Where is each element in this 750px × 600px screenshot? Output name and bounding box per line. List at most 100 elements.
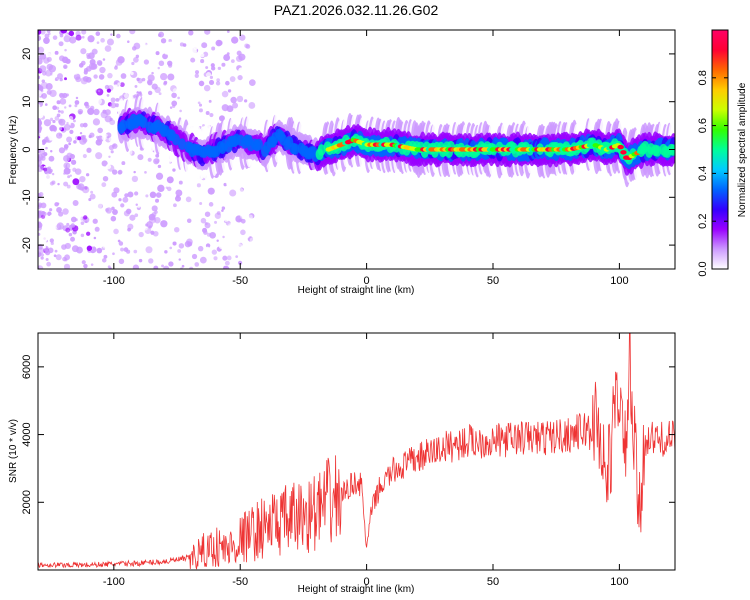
noise-blob [323, 225, 330, 233]
noise-blob [143, 225, 148, 231]
noise-blob [94, 163, 100, 169]
noise-blob [85, 101, 89, 106]
noise-blob [86, 52, 90, 57]
noise-blob [68, 142, 72, 146]
noise-blob [63, 167, 71, 175]
noise-blob [208, 79, 215, 86]
noise-blob [108, 137, 114, 142]
noise-blob [115, 97, 120, 102]
noise-blob [40, 30, 46, 35]
noise-blob [88, 52, 95, 60]
noise-blob [171, 100, 178, 107]
noise-blob [57, 73, 63, 80]
noise-blob [102, 58, 106, 61]
noise-blob [285, 246, 290, 251]
noise-blob [230, 96, 237, 104]
noise-blob [78, 194, 83, 199]
noise-blob [300, 206, 308, 213]
spectrogram-y-label: Frequency (Hz) [8, 116, 19, 185]
noise-blob [114, 157, 120, 162]
noise-blob [87, 95, 94, 103]
noise-blob [38, 176, 45, 182]
noise-blob [177, 249, 182, 253]
noise-blob [304, 201, 310, 207]
noise-blob [213, 92, 219, 98]
noise-blob [123, 210, 130, 217]
noise-blob [324, 237, 331, 244]
noise-blob [69, 129, 74, 134]
noise-blob [94, 190, 98, 194]
noise-blob [242, 243, 247, 248]
noise-blob [288, 220, 294, 226]
noise-blob [246, 235, 250, 239]
noise-blob [59, 33, 64, 38]
noise-blob [137, 154, 144, 161]
noise-blob [229, 189, 237, 197]
noise-blob [138, 40, 143, 44]
noise-blob [178, 258, 181, 261]
noise-blob [50, 130, 56, 135]
noise-blob [253, 220, 257, 225]
noise-blob [238, 260, 243, 265]
noise-blob [200, 217, 207, 224]
noise-blob [157, 95, 165, 103]
snr-y-tick-label: 2000 [21, 490, 33, 514]
noise-blob [158, 92, 162, 96]
noise-blob [110, 102, 117, 109]
noise-blob [66, 136, 73, 143]
noise-blob [238, 218, 241, 222]
noise-blob [51, 141, 54, 144]
chart-title: PAZ1.2026.032.11.26.G02 [274, 2, 439, 18]
noise-blob [69, 36, 77, 44]
noise-blob [52, 72, 58, 78]
noise-blob [38, 107, 42, 113]
noise-blob [108, 145, 115, 151]
noise-blob [112, 252, 115, 256]
noise-blob [168, 63, 173, 68]
noise-blob [221, 83, 225, 87]
noise-blob [209, 75, 214, 80]
noise-blob [321, 216, 326, 221]
noise-blob [224, 260, 230, 266]
noise-blob [153, 265, 159, 269]
noise-blob [251, 231, 258, 239]
noise-blob [77, 136, 82, 141]
noise-blob [50, 126, 54, 130]
noise-blob [39, 65, 47, 73]
noise-blob [167, 73, 175, 81]
noise-blob [198, 103, 203, 107]
noise-blob [48, 155, 55, 162]
noise-blob [248, 102, 256, 109]
noise-blob [40, 155, 46, 161]
noise-blob [237, 74, 243, 81]
noise-blob [92, 118, 101, 126]
ridge-blob [291, 143, 300, 155]
noise-blob [225, 181, 231, 186]
noise-blob [234, 224, 240, 230]
noise-blob [149, 33, 152, 36]
noise-blob [258, 248, 265, 255]
noise-blob [168, 38, 172, 43]
noise-blob [52, 119, 56, 124]
noise-blob [93, 108, 100, 116]
noise-blob [43, 136, 50, 143]
noise-blob [113, 228, 119, 235]
noise-blob [219, 115, 225, 122]
noise-blob [172, 168, 176, 172]
noise-blob [185, 69, 189, 73]
noise-blob [38, 103, 41, 109]
noise-blob [297, 198, 303, 204]
noise-blob [200, 59, 205, 64]
noise-blob [64, 77, 67, 81]
ridge-blob [119, 119, 128, 132]
noise-blob [266, 212, 273, 219]
noise-blob [56, 132, 63, 139]
noise-blob [280, 252, 286, 257]
noise-blob [157, 66, 160, 70]
noise-blob [57, 182, 60, 186]
noise-blob [191, 253, 198, 260]
noise-blob [221, 62, 226, 67]
noise-blob [177, 39, 181, 43]
noise-blob [260, 219, 266, 226]
